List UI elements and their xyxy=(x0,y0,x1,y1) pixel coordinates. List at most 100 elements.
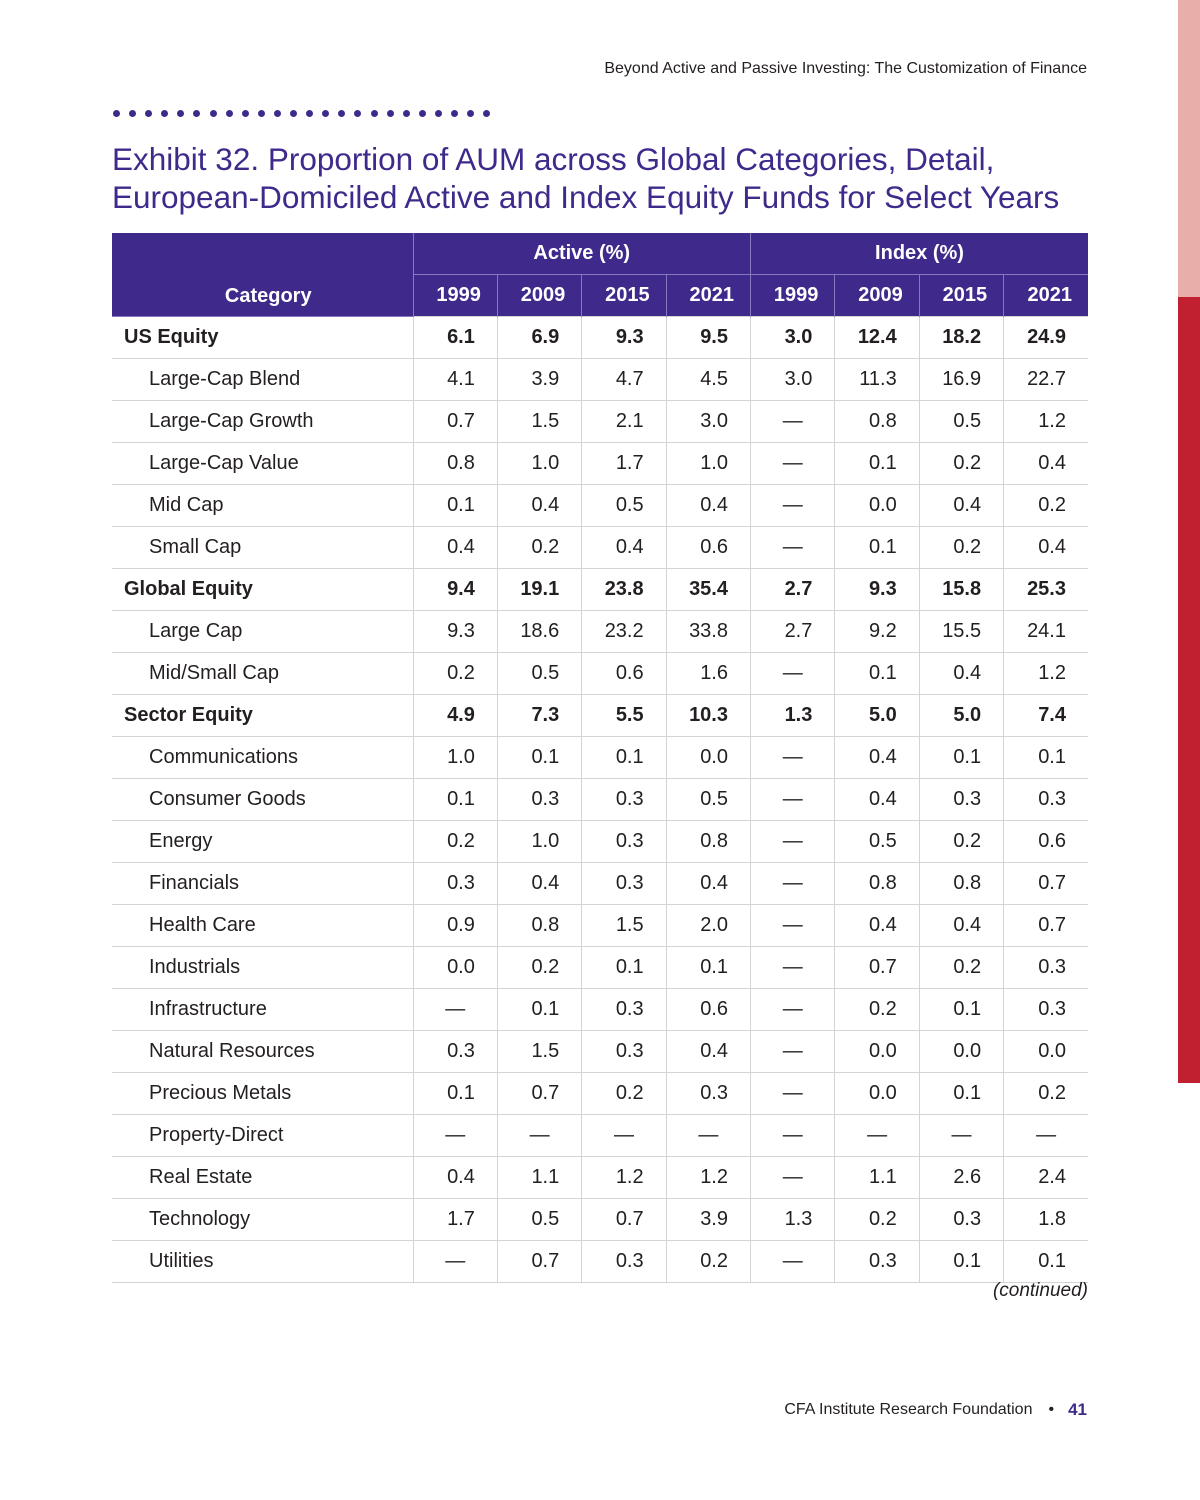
index-value-cell: 0.2 xyxy=(918,442,1004,485)
table-row-subcategory: Infrastructure —0.1 0.3 0.6—0.2 0.1 0.3 xyxy=(112,988,1088,1031)
active-value-cell: 0.1 xyxy=(412,778,498,821)
index-value-cell: 0.3 xyxy=(1003,988,1088,1031)
active-value-cell: 0.3 xyxy=(412,1030,498,1073)
active-value-cell: — xyxy=(581,1114,667,1157)
index-value-cell: 1.3 xyxy=(749,1198,835,1241)
table-header: Category Active (%) Index (%) 1999 2009 20… xyxy=(112,233,1088,317)
index-year-header: 2009 xyxy=(834,274,920,317)
index-value-cell: — xyxy=(749,946,835,989)
table-row-subcategory: Technology 1.7 0.5 0.7 3.9 1.3 0.2 0.3 1.8 xyxy=(112,1198,1088,1241)
active-value-cell: — xyxy=(412,988,498,1031)
active-value-cell: 0.3 xyxy=(412,862,498,905)
category-cell: Small Cap xyxy=(112,526,413,569)
category-cell: Technology xyxy=(112,1198,413,1241)
index-value-cell: 0.3 xyxy=(1003,778,1088,821)
active-year-header: 2021 xyxy=(665,274,751,317)
index-value-cell: 0.7 xyxy=(834,946,920,989)
active-value-cell: 5.5 xyxy=(581,694,667,737)
active-value-cell: 23.2 xyxy=(581,610,667,653)
decorative-dot xyxy=(338,110,346,117)
category-cell: Health Care xyxy=(112,904,413,947)
category-cell: Energy xyxy=(112,820,413,863)
active-value-cell: — xyxy=(412,1114,498,1157)
table-row-major-category: Global Equity 9.4 19.1 23.8 35.4 2.7 9.3 15.8 25… xyxy=(112,568,1088,611)
decorative-dot xyxy=(273,110,281,117)
category-cell: US Equity xyxy=(112,316,413,359)
decorative-dot xyxy=(434,110,442,117)
decorative-dot xyxy=(483,110,491,117)
category-cell: Utilities xyxy=(112,1240,413,1283)
active-value-cell: 0.6 xyxy=(665,988,751,1031)
active-year-header: 2009 xyxy=(496,274,582,317)
category-cell: Global Equity xyxy=(112,568,413,611)
index-value-cell: — xyxy=(749,1240,835,1283)
index-year-header: 2021 xyxy=(1003,274,1088,317)
active-value-cell: 0.1 xyxy=(581,946,667,989)
table-row-subcategory: Large-Cap Value 0.8 1.0 1.7 1.0—0.1 0.2 0.4 xyxy=(112,442,1088,485)
table-body: US Equity 6.1 6.9 9.3 9.5 3.0 12.4 18.2 24.9 Larg… xyxy=(112,316,1088,1283)
index-value-cell: — xyxy=(1003,1114,1088,1157)
table-row-subcategory: Communications 1.0 0.1 0.1 0.0—0.4 0.1 0.1 xyxy=(112,736,1088,779)
active-value-cell: 9.3 xyxy=(581,316,667,359)
table-row-subcategory: Industrials 0.0 0.2 0.1 0.1—0.7 0.2 0.3 xyxy=(112,946,1088,989)
active-value-cell: 19.1 xyxy=(496,568,582,611)
decorative-dot xyxy=(450,110,458,117)
active-value-cell: 0.0 xyxy=(412,946,498,989)
table-row-subcategory: Mid/Small Cap 0.2 0.5 0.6 1.6—0.1 0.4 1.2 xyxy=(112,652,1088,695)
index-value-cell: — xyxy=(749,400,835,443)
index-value-cell: 0.4 xyxy=(834,904,920,947)
category-cell: Real Estate xyxy=(112,1156,413,1199)
decorative-dot xyxy=(241,110,249,117)
category-cell: Precious Metals xyxy=(112,1072,413,1115)
active-value-cell: 1.0 xyxy=(496,442,582,485)
index-value-cell: 15.8 xyxy=(918,568,1004,611)
index-value-cell: 0.1 xyxy=(834,652,920,695)
index-value-cell: — xyxy=(749,1030,835,1073)
index-value-cell: 1.2 xyxy=(1003,652,1088,695)
active-value-cell: 0.6 xyxy=(665,526,751,569)
category-cell: Communications xyxy=(112,736,413,779)
index-value-cell: 2.6 xyxy=(918,1156,1004,1199)
index-value-cell: 1.1 xyxy=(834,1156,920,1199)
category-cell: Large-Cap Blend xyxy=(112,358,413,401)
index-value-cell: — xyxy=(749,820,835,863)
header-group-row: Category Active (%) Index (%) xyxy=(112,233,1088,317)
active-value-cell: 9.5 xyxy=(665,316,751,359)
index-value-cell: — xyxy=(749,1156,835,1199)
active-value-cell: 6.1 xyxy=(412,316,498,359)
page-number: 41 xyxy=(1068,1400,1087,1419)
active-value-cell: 0.7 xyxy=(496,1240,582,1283)
index-value-cell: 9.2 xyxy=(834,610,920,653)
index-value-cell: 0.1 xyxy=(834,442,920,485)
table-row-subcategory: Large Cap 9.3 18.6 23.2 33.8 2.7 9.2 15.5 24.1 xyxy=(112,610,1088,653)
category-cell: Large Cap xyxy=(112,610,413,653)
index-value-cell: 0.3 xyxy=(1003,946,1088,989)
active-value-cell: 0.2 xyxy=(496,946,582,989)
active-value-cell: 0.7 xyxy=(496,1072,582,1115)
active-value-cell: 0.2 xyxy=(665,1240,751,1283)
active-value-cell: 0.1 xyxy=(665,946,751,989)
decorative-dot xyxy=(290,110,298,117)
category-cell: Large-Cap Value xyxy=(112,442,413,485)
decorative-dot xyxy=(145,110,153,117)
active-value-cell: 1.5 xyxy=(581,904,667,947)
table-row-subcategory: Natural Resources 0.3 1.5 0.3 0.4—0.0 0.0 0.0 xyxy=(112,1030,1088,1073)
active-value-cell: 0.0 xyxy=(665,736,751,779)
index-value-cell: 0.8 xyxy=(834,400,920,443)
index-value-cell: 0.1 xyxy=(918,1240,1004,1283)
index-value-cell: 0.1 xyxy=(1003,736,1088,779)
index-value-cell: — xyxy=(749,778,835,821)
index-value-cell: 0.0 xyxy=(834,1030,920,1073)
active-value-cell: 0.2 xyxy=(412,820,498,863)
index-value-cell: 3.0 xyxy=(749,316,835,359)
category-cell: Mid Cap xyxy=(112,484,413,527)
active-value-cell: 0.4 xyxy=(412,1156,498,1199)
category-cell: Large-Cap Growth xyxy=(112,400,413,443)
active-value-cell: 9.4 xyxy=(412,568,498,611)
active-value-cell: 0.5 xyxy=(665,778,751,821)
decorative-dot xyxy=(370,110,378,117)
decorative-dot xyxy=(418,110,426,117)
active-value-cell: 0.3 xyxy=(496,778,582,821)
decorative-dot xyxy=(113,110,120,117)
index-value-cell: 0.1 xyxy=(1003,1240,1088,1283)
